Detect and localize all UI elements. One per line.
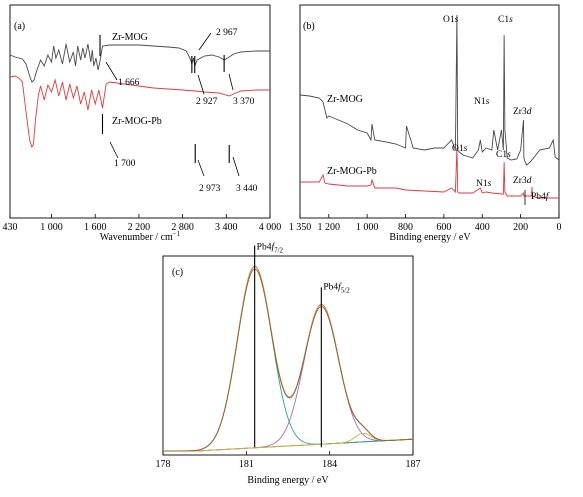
peak-label-element: Zr3: [513, 107, 527, 117]
peak-label-orbital: s: [486, 97, 490, 107]
panel-label: (c): [172, 267, 183, 278]
series-line-zr-mog: [299, 14, 560, 166]
x-tick-label: 4 000: [259, 222, 282, 233]
peak-label-orbital: f: [271, 242, 275, 253]
annotation-label: 1 666: [118, 78, 140, 88]
x-tick-label: 1 350: [289, 222, 312, 233]
x-axis-label: Wavenumber / cm−1: [100, 230, 181, 243]
x-tick-label: 800: [398, 222, 413, 233]
x-tick-label: 3 400: [215, 222, 238, 233]
x-tick-label: 200: [513, 222, 528, 233]
panel-label: (b): [303, 21, 315, 32]
x-tick-label: 2 200: [128, 222, 151, 233]
peak-label: N1s: [474, 97, 490, 107]
series-line-zr-mog-pb: [300, 147, 559, 199]
peak-label: Zr3d: [513, 176, 532, 186]
series-label-zr-mog: Zr-MOG: [327, 94, 363, 105]
peak-label-element: N1: [476, 179, 488, 189]
annotation-label: 2 927: [196, 97, 218, 107]
x-tick-label: 600: [436, 222, 451, 233]
annotation-arrow: [232, 156, 240, 177]
x-axis-label: Binding energy / eV: [247, 475, 329, 486]
peak-label-element: Pb4: [257, 243, 272, 253]
peak-label-orbital: s: [455, 15, 459, 25]
peak-label-orbital: s: [464, 144, 468, 154]
peak-label-element: O1: [443, 15, 455, 25]
panel-b: 1 350 1 200 1 000 800 600 400 200 0 (b) Zr-MOG Zr-…: [289, 4, 562, 243]
x-tick-label: 1 000: [40, 222, 63, 233]
x-tick-label: 2 800: [171, 222, 194, 233]
peak-label-orbital: s: [507, 150, 511, 160]
annotation-label: 3 440: [236, 184, 258, 194]
annotation-arrow: [197, 74, 205, 95]
panel-a: 430 1 000 1 600 2 200 2 800 3 400 4 000 (a) Zr-M…: [3, 4, 282, 243]
x-tick-label: 430: [3, 222, 18, 233]
peak-label: Pb4f7/2: [257, 242, 284, 255]
fit-component-2: [163, 304, 414, 452]
x-tick-label: 178: [156, 459, 171, 470]
x-axis-label-unit-exp: −1: [173, 230, 181, 238]
peak-label: C1s: [496, 150, 511, 160]
series-line-zr-mog: [9, 43, 270, 83]
peak-label-orbital: f: [338, 281, 342, 292]
annotation-arrow: [105, 61, 118, 81]
peak-label: N1s: [476, 179, 492, 189]
peak-label-orbital: s: [488, 179, 492, 189]
peak-label-orbital: d: [527, 107, 532, 117]
annotation-label: 2 973: [199, 184, 221, 194]
annotation-label: 1 700: [114, 159, 136, 169]
peak-label: O1s: [452, 144, 468, 154]
annotation-arrow: [197, 159, 205, 177]
fit-component-3: [163, 432, 414, 452]
x-tick-label: 181: [239, 459, 254, 470]
peak-label: C1s: [498, 15, 513, 25]
peak-label-element: C1: [498, 15, 509, 25]
x-tick-label: 1 600: [84, 222, 107, 233]
annotation-arrow: [228, 73, 234, 91]
x-axis-label: Binding energy / eV: [389, 232, 471, 243]
panel-label: (a): [14, 21, 25, 32]
x-tick-label: 1 000: [356, 222, 379, 233]
peak-label-element: N1: [474, 97, 486, 107]
peak-label-orbital: d: [527, 176, 532, 186]
peak-label-element: Zr3: [513, 176, 527, 186]
plot-frame: [9, 4, 271, 219]
peak-label: Zr3d: [513, 107, 532, 117]
peak-label-element: C1: [496, 150, 507, 160]
plot-frame: [162, 255, 414, 456]
peak-label: O1s: [443, 15, 459, 25]
peak-label-level: 5/2: [341, 286, 350, 294]
annotation-label: 2 967: [216, 28, 238, 38]
peak-label-element: O1: [452, 144, 464, 154]
peak-label: Pb4f5/2: [323, 281, 350, 294]
peak-label-level: 7/2: [274, 247, 283, 255]
series-label-zr-mog-pb: Zr-MOG-Pb: [112, 116, 162, 127]
peak-label-orbital: f: [546, 191, 550, 202]
peak-label: Pb4f: [531, 191, 550, 202]
series-label-zr-mog-pb: Zr-MOG-Pb: [327, 166, 377, 177]
plot-frame: [299, 4, 560, 219]
x-tick-label: 1 200: [318, 222, 341, 233]
peak-label-element: Pb4: [531, 192, 546, 202]
x-tick-label: 400: [475, 222, 490, 233]
x-tick-label: 187: [406, 459, 421, 470]
peak-label-element: Pb4: [323, 282, 338, 292]
measured-spectrum: [163, 268, 414, 452]
annotation-arrow: [198, 32, 212, 51]
x-tick-label: 0: [557, 222, 562, 233]
series-line-zr-mog-pb: [9, 75, 270, 148]
x-tick-label: 184: [322, 459, 337, 470]
peak-label-orbital: s: [509, 15, 513, 25]
annotation-label: 3 370: [233, 97, 255, 107]
series-label-zr-mog: Zr-MOG: [112, 32, 148, 43]
annotation-arrow: [109, 141, 119, 159]
